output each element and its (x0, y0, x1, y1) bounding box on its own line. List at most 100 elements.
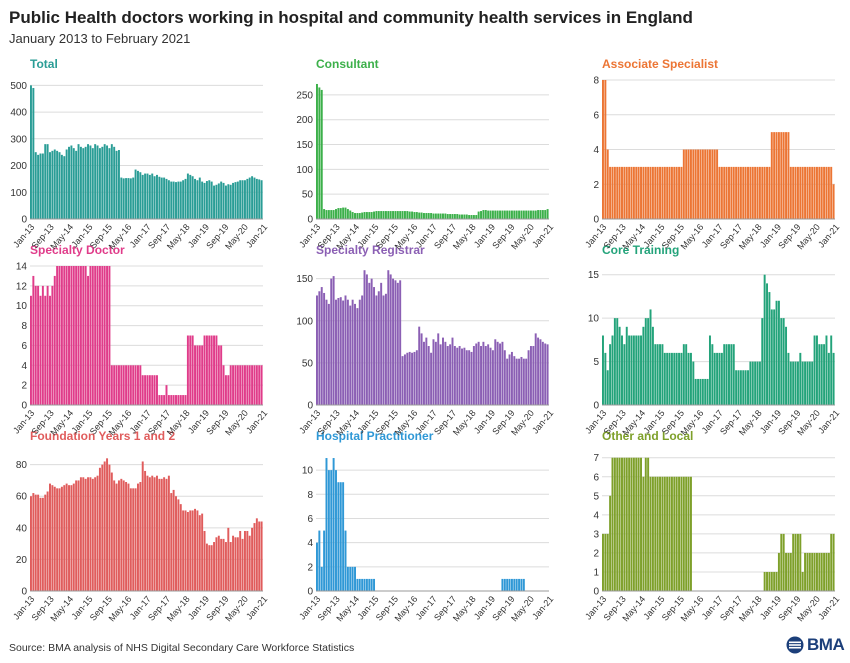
bar (167, 475, 170, 591)
bar (82, 148, 85, 219)
y-tick-label: 10 (302, 466, 314, 477)
bar (120, 478, 123, 591)
y-tick-label: 7 (593, 453, 599, 464)
bar (208, 335, 211, 405)
bar (823, 166, 826, 220)
bar (184, 178, 187, 219)
bar (251, 365, 254, 405)
bar (766, 571, 768, 591)
bar (625, 166, 628, 220)
bar (144, 375, 147, 405)
bar (332, 276, 335, 405)
bar (217, 183, 220, 219)
bar (825, 552, 828, 591)
bar (365, 578, 368, 591)
bar (229, 365, 232, 405)
bar (754, 166, 757, 220)
bar (243, 530, 246, 591)
bar (258, 365, 261, 405)
bar (198, 345, 201, 405)
bar (609, 166, 612, 220)
bar (182, 180, 185, 219)
bar (46, 491, 49, 591)
bar (344, 295, 347, 405)
bar (420, 212, 423, 219)
bar (730, 344, 733, 405)
bar (370, 212, 373, 219)
bar (201, 345, 204, 405)
bar (373, 578, 376, 591)
x-tick-label: Jan-21 (816, 222, 841, 250)
panel-title-total: Total (30, 57, 58, 71)
bar (110, 472, 113, 591)
bar (63, 266, 66, 405)
bar (539, 210, 542, 219)
bar (208, 545, 211, 591)
bar (68, 485, 70, 591)
bar (534, 210, 537, 219)
bar (510, 210, 513, 219)
bar (789, 361, 792, 405)
x-tick-label: Jan-21 (816, 594, 841, 622)
bar (611, 166, 614, 220)
bar (777, 132, 780, 220)
bar (49, 152, 51, 219)
bar (151, 173, 154, 219)
bar (198, 515, 201, 591)
bar (103, 461, 106, 591)
bar (484, 346, 487, 405)
bar (368, 212, 371, 219)
bar (108, 464, 111, 591)
bar (770, 309, 773, 405)
bar (196, 180, 199, 219)
bar (604, 80, 607, 219)
bar (801, 361, 804, 405)
bar (318, 87, 321, 219)
bar (49, 295, 51, 405)
bar (356, 308, 359, 405)
bar (239, 530, 242, 591)
bar (682, 149, 685, 219)
bar (323, 292, 326, 405)
bar (51, 285, 54, 405)
bar (56, 488, 59, 591)
bar (799, 352, 802, 406)
bar (830, 533, 833, 591)
y-tick-label: 0 (307, 401, 313, 412)
bar (811, 166, 814, 220)
bar (44, 295, 47, 405)
bar (806, 552, 809, 591)
y-tick-label: 4 (593, 510, 599, 521)
bar (706, 378, 709, 405)
bar (706, 149, 709, 219)
bar (465, 214, 468, 219)
bar (792, 166, 795, 220)
y-tick-label: 4 (307, 538, 313, 549)
bar (203, 335, 206, 405)
bar (625, 326, 628, 405)
y-tick-label: 0 (307, 587, 313, 598)
bar (616, 166, 619, 220)
bar (236, 537, 239, 591)
y-tick-label: 2 (21, 381, 27, 392)
y-tick-label: 1 (593, 567, 599, 578)
bar (170, 493, 173, 591)
bar (451, 214, 454, 219)
bar (37, 285, 40, 405)
bar (425, 337, 428, 405)
bar (606, 533, 609, 591)
bar (316, 295, 318, 405)
bar (699, 149, 702, 219)
bar (229, 184, 232, 219)
bar (754, 361, 757, 405)
bar (621, 457, 623, 591)
y-tick-label: 0 (593, 401, 599, 412)
bar (680, 352, 683, 406)
bar (337, 298, 340, 405)
bar (808, 361, 811, 405)
bar (222, 538, 225, 592)
bar (825, 166, 828, 220)
bar (520, 210, 523, 219)
bar (470, 351, 473, 405)
